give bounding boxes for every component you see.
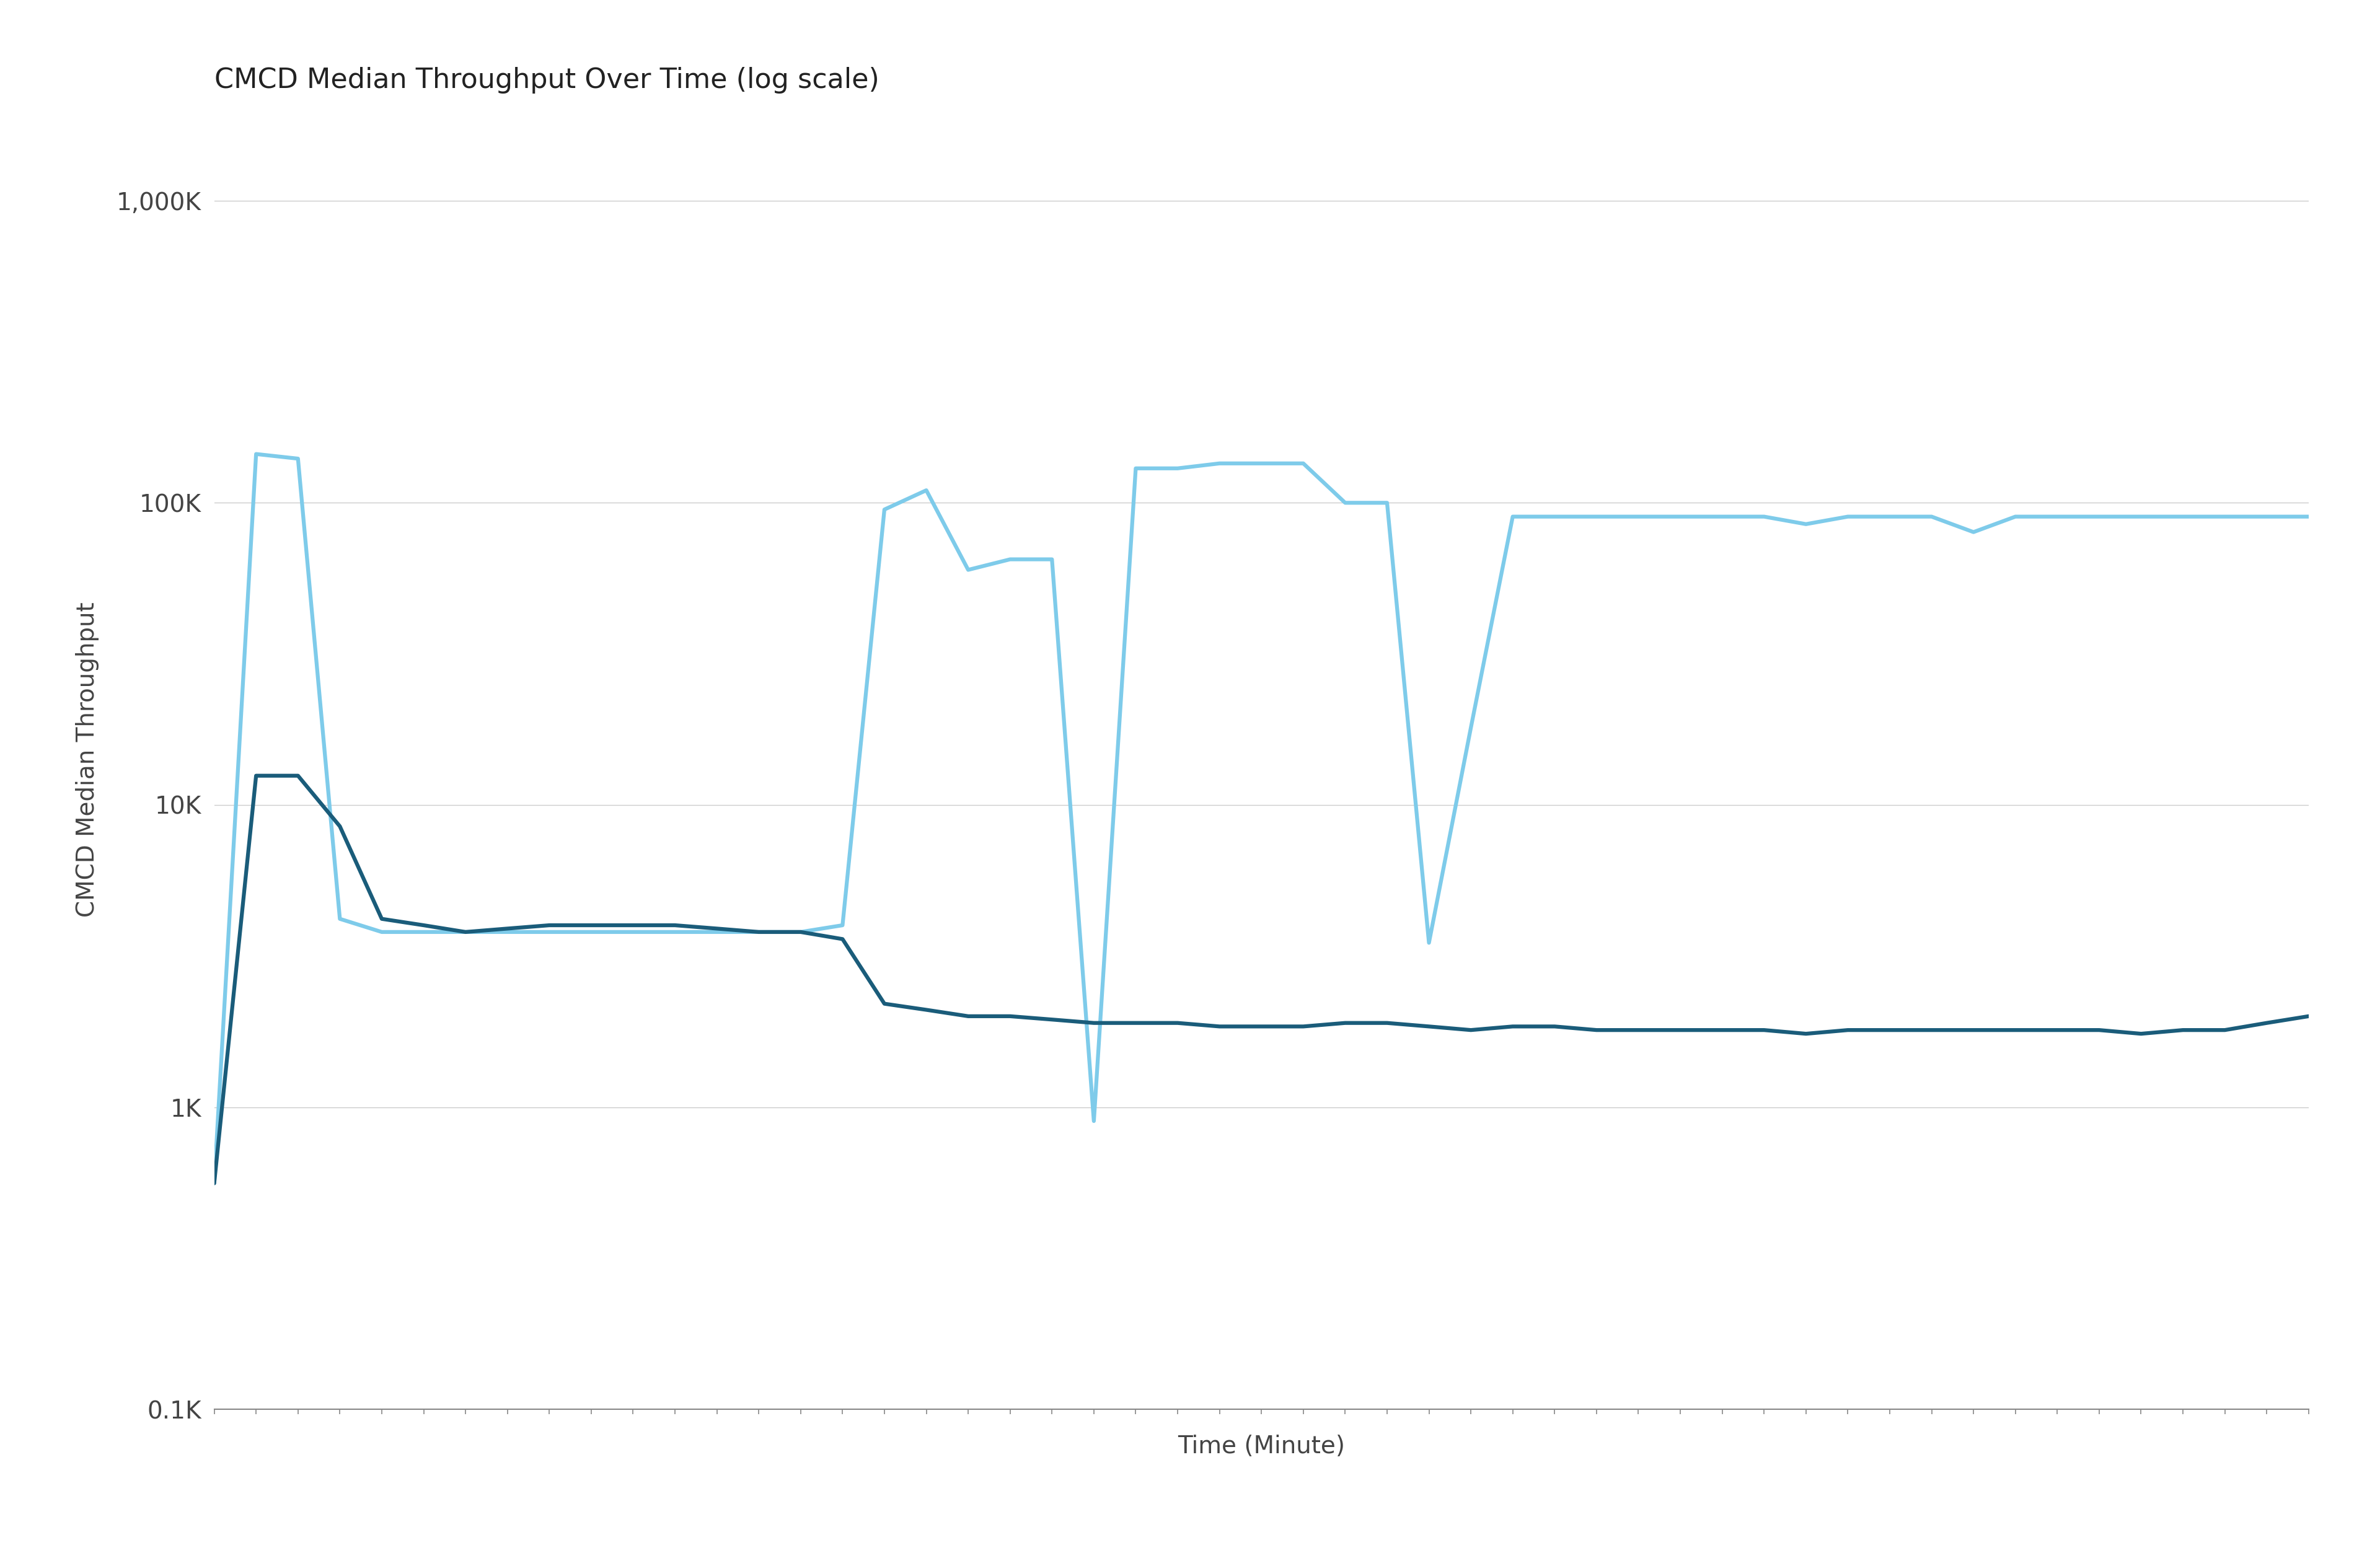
X-axis label: Time (Minute): Time (Minute) <box>1178 1434 1345 1458</box>
Text: CMCD Median Throughput Over Time (log scale): CMCD Median Throughput Over Time (log sc… <box>214 67 878 94</box>
Y-axis label: CMCD Median Throughput: CMCD Median Throughput <box>76 601 100 918</box>
